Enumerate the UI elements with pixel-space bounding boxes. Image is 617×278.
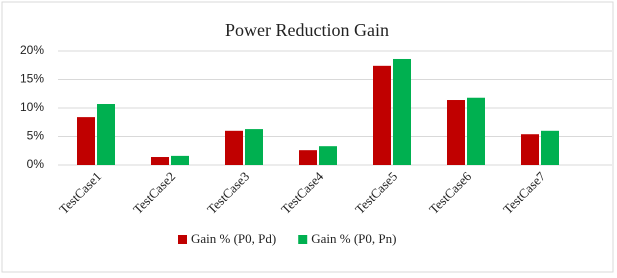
legend-label: Gain % (P0, Pd) <box>191 231 276 246</box>
bar <box>299 150 317 165</box>
bar <box>467 97 485 165</box>
bar <box>541 130 559 165</box>
y-tick-label: 20% <box>20 43 44 57</box>
y-tick-label: 5% <box>27 129 45 143</box>
legend-swatch <box>298 235 308 244</box>
bar <box>171 155 189 165</box>
legend-label: Gain % (P0, Pn) <box>311 231 396 246</box>
legend-swatch <box>178 235 187 244</box>
bar <box>97 104 115 165</box>
y-tick-label: 0% <box>27 157 45 171</box>
bar <box>151 157 169 165</box>
y-tick-label: 15% <box>20 72 44 86</box>
bar <box>319 146 337 165</box>
y-tick-label: 10% <box>20 100 44 114</box>
bar <box>521 134 539 165</box>
bar <box>77 117 95 165</box>
bar <box>225 130 243 165</box>
bar <box>447 100 465 165</box>
chart-title: Power Reduction Gain <box>225 20 389 40</box>
bar <box>245 129 263 165</box>
bar <box>373 65 391 165</box>
bar <box>393 58 411 166</box>
